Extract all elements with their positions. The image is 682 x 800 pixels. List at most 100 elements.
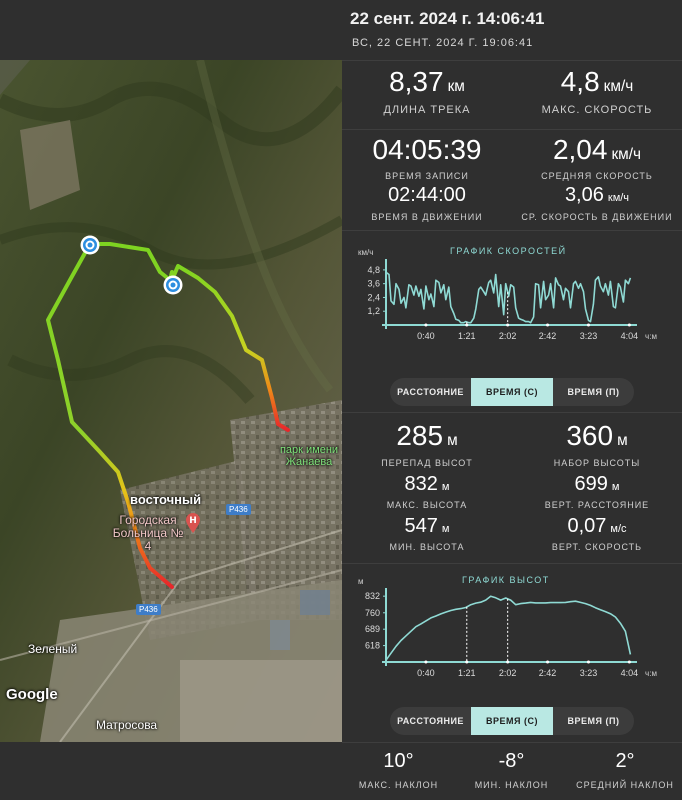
map-canvas (0, 60, 342, 742)
mode-time-total-button[interactable]: ВРЕМЯ (С) (471, 378, 553, 406)
map-footer (0, 742, 342, 800)
y-tick-label: 832 (365, 591, 380, 601)
header: 22 сент. 2024 г. 14:06:41 ВС, 22 СЕНТ. 2… (0, 0, 682, 60)
avg-speed-label: СРЕДНЯЯ СКОРОСТЬ (541, 171, 653, 181)
avg-speed-value: 2,04 км/ч (552, 134, 642, 165)
x-axis-unit: ч:м (645, 669, 657, 678)
max-alt-value: 832 м (404, 473, 450, 495)
x-tick (506, 323, 510, 327)
max-slope-value: 10° (383, 750, 414, 772)
vert-speed-value: 0,07 м/с (567, 515, 627, 537)
x-tick-label: 2:42 (539, 668, 557, 678)
track-end-date: ВС, 22 СЕНТ. 2024 Г. 19:06:41 (352, 37, 534, 49)
x-tick-label: 2:02 (499, 331, 517, 341)
elev-gain-value: 360 м (566, 420, 628, 451)
track-date: 22 сент. 2024 г. 14:06:41 (350, 9, 545, 28)
mode-time-moving-button[interactable]: ВРЕМЯ (П) (567, 716, 620, 726)
record-time-label: ВРЕМЯ ЗАПИСИ (385, 171, 469, 181)
x-tick-label: 0:40 (417, 331, 435, 341)
x-tick (586, 323, 590, 327)
track-line-right (170, 264, 290, 432)
series-line (385, 595, 632, 661)
track-length-value: 8,37 км (389, 66, 465, 97)
divider (342, 412, 682, 413)
x-tick (465, 323, 469, 327)
x-tick (424, 660, 428, 664)
google-logo: Google (6, 686, 58, 703)
satellite-map[interactable]: парк имени Жанаева восточный Городская Б… (0, 60, 342, 742)
hospital-pin-icon[interactable]: H (184, 512, 202, 534)
y-axis-unit: м (358, 577, 364, 586)
x-tick-label: 2:42 (539, 331, 557, 341)
vert-dist-label: ВЕРТ. РАССТОЯНИЕ (544, 500, 650, 510)
road-sign-p436: P436 (226, 504, 251, 515)
x-tick (586, 660, 590, 664)
x-axis-unit: ч:м (645, 332, 657, 341)
x-tick (546, 660, 550, 664)
max-alt-label: МАКС. ВЫСОТА (386, 500, 468, 510)
mode-distance-button[interactable]: РАССТОЯНИЕ (397, 716, 464, 726)
x-axis-mode-switch-2: РАССТОЯНИЕ ВРЕМЯ (С) ВРЕМЯ (П) (390, 707, 634, 735)
x-tick-label: 4:04 (621, 668, 639, 678)
y-tick-label: 1,2 (367, 306, 380, 316)
mode-time-moving-button[interactable]: ВРЕМЯ (П) (567, 387, 620, 397)
vert-speed-label: ВЕРТ. СКОРОСТЬ (551, 542, 643, 552)
max-speed-value: 4,8 км/ч (560, 66, 634, 97)
y-tick-label: 618 (365, 641, 380, 651)
vert-dist-value: 699 м (574, 473, 620, 495)
map-label-hospital: Городская Больница № 4 (112, 513, 184, 553)
map-label-district: восточный (130, 492, 202, 507)
y-tick-label: 760 (365, 608, 380, 618)
record-time-value: 04:05:39 (372, 134, 482, 165)
y-tick-label: 4,8 (367, 265, 380, 275)
divider (342, 230, 682, 231)
map-label-park: парк имени Жанаева (279, 444, 339, 468)
svg-text:H: H (189, 516, 197, 526)
end-marker-icon[interactable] (162, 274, 184, 296)
divider (342, 129, 682, 130)
x-tick (627, 660, 631, 664)
avg-slope-value: 2° (615, 750, 635, 772)
y-axis-unit: км/ч (358, 248, 373, 257)
elev-diff-value: 285 м (396, 420, 458, 451)
x-tick (424, 323, 428, 327)
y-tick-label: 3,6 (367, 279, 380, 289)
elev-chart-title: ГРАФИК ВЫСОТ (462, 575, 550, 585)
min-alt-value: 547 м (404, 515, 450, 537)
road-sign-p436-2: P436 (136, 604, 161, 615)
moving-speed-value: 3,06 км/ч (564, 184, 630, 206)
x-tick-label: 1:21 (458, 668, 476, 678)
min-alt-label: МИН. ВЫСОТА (389, 542, 465, 552)
x-tick (627, 323, 631, 327)
series-line (385, 271, 632, 324)
divider (342, 60, 682, 61)
x-tick-label: 2:02 (499, 668, 517, 678)
elev-gain-label: НАБОР ВЫСОТЫ (553, 458, 641, 468)
min-slope-label: МИН. НАКЛОН (474, 780, 549, 790)
mode-distance-button[interactable]: РАССТОЯНИЕ (397, 387, 464, 397)
x-tick-label: 0:40 (417, 668, 435, 678)
elevation-chart[interactable]: м 618 689 760 832 0:40 1:21 2:02 2:42 3:23 4:04 ч:м (342, 570, 682, 698)
map-label-matrosova: Матросова (96, 718, 158, 732)
min-slope-value: -8° (498, 750, 525, 772)
moving-time-value: 02:44:00 (388, 184, 466, 206)
divider (342, 742, 682, 743)
x-tick (546, 323, 550, 327)
x-tick-label: 4:04 (621, 331, 639, 341)
stats-panel: 8,37 км ДЛИНА ТРЕКА 4,8 км/ч МАКС. СКОРОСТ… (342, 60, 682, 800)
moving-time-label: ВРЕМЯ В ДВИЖЕНИИ (371, 212, 483, 222)
x-tick-label: 3:23 (580, 331, 598, 341)
x-axis-mode-switch: РАССТОЯНИЕ ВРЕМЯ (С) ВРЕМЯ (П) (390, 378, 634, 406)
speed-chart-title: ГРАФИК СКОРОСТЕЙ (450, 246, 567, 256)
elev-diff-label: ПЕРЕПАД ВЫСОТ (381, 458, 473, 468)
start-marker-icon[interactable] (79, 234, 101, 256)
track-length-label: ДЛИНА ТРЕКА (383, 104, 471, 116)
mode-time-total-button[interactable]: ВРЕМЯ (С) (471, 707, 553, 735)
x-tick-label: 1:21 (458, 331, 476, 341)
speed-chart[interactable]: км/ч 1,2 2,4 3,6 4,8 0:40 1:21 2:02 2:42 3:23 4:04… (342, 240, 682, 360)
moving-speed-label: СР. СКОРОСТЬ В ДВИЖЕНИИ (521, 212, 673, 222)
max-slope-label: МАКС. НАКЛОН (358, 780, 439, 790)
avg-slope-label: СРЕДНИЙ НАКЛОН (576, 780, 674, 790)
max-speed-label: МАКС. СКОРОСТЬ (541, 104, 653, 116)
x-tick (506, 660, 510, 664)
